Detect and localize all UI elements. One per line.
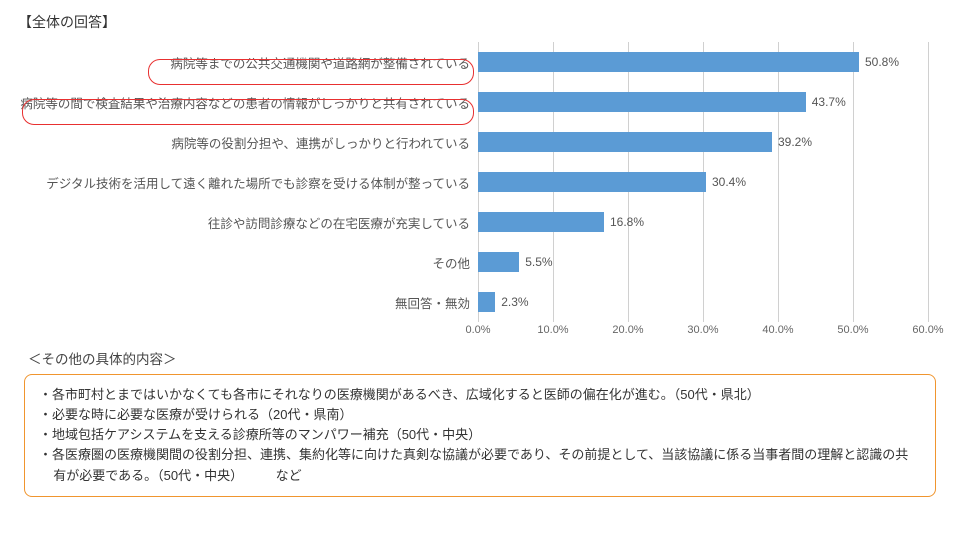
notes-box: ・各市町村とまではいかなくても各市にそれなりの医療機関があるべき、広域化すると医…: [24, 374, 936, 497]
chart-row: デジタル技術を活用して遠く離れた場所でも診察を受ける体制が整っている 30.4%: [18, 162, 942, 202]
bar-value: 16.8%: [610, 212, 644, 232]
x-tick: 60.0%: [912, 324, 943, 336]
bar-label: 病院等までの公共交通機関や道路網が整備されている: [18, 53, 478, 72]
note-line: ・各医療圏の医療機関間の役割分担、連携、集約化等に向けた真剣な協議が必要であり、…: [39, 445, 921, 485]
chart-x-axis: 0.0%10.0%20.0%30.0%40.0%50.0%60.0%: [478, 322, 928, 342]
bar-label: 往診や訪問診療などの在宅医療が充実している: [18, 213, 478, 232]
x-tick: 50.0%: [837, 324, 868, 336]
chart-row: 病院等の間で検査結果や治療内容などの患者の情報がしっかりと共有されている 43.7…: [18, 82, 942, 122]
bar-value: 43.7%: [812, 92, 846, 112]
bar-value: 50.8%: [865, 52, 899, 72]
page-title: 【全体の回答】: [18, 12, 942, 32]
bar-value: 39.2%: [778, 132, 812, 152]
bar: [478, 172, 706, 192]
note-line: ・各市町村とまではいかなくても各市にそれなりの医療機関があるべき、広域化すると医…: [39, 385, 921, 405]
bar-plot: 30.4%: [478, 162, 928, 202]
x-tick: 0.0%: [465, 324, 490, 336]
bar: [478, 52, 859, 72]
highlight-outline: [148, 59, 474, 85]
bar-label: 病院等の役割分担や、連携がしっかりと行われている: [18, 133, 478, 152]
x-tick: 10.0%: [537, 324, 568, 336]
notes-subhead: ＜その他の具体的内容＞: [28, 348, 942, 368]
bar: [478, 292, 495, 312]
chart-row: 病院等までの公共交通機関や道路網が整備されている 50.8%: [18, 42, 942, 82]
highlight-outline: [22, 99, 474, 125]
bar: [478, 132, 772, 152]
bar-plot: 16.8%: [478, 202, 928, 242]
bar-value: 2.3%: [501, 292, 528, 312]
bar-plot: 50.8%: [478, 42, 928, 82]
chart-row: 往診や訪問診療などの在宅医療が充実している 16.8%: [18, 202, 942, 242]
chart-row: 病院等の役割分担や、連携がしっかりと行われている 39.2%: [18, 122, 942, 162]
bar-plot: 5.5%: [478, 242, 928, 282]
x-tick: 20.0%: [612, 324, 643, 336]
note-line: ・地域包括ケアシステムを支える診療所等のマンパワー補充（50代・中央）: [39, 425, 921, 445]
chart-row: その他 5.5%: [18, 242, 942, 282]
chart: 病院等までの公共交通機関や道路網が整備されている 50.8% 病院等の間で検査結果や…: [18, 42, 942, 342]
note-line: ・必要な時に必要な医療が受けられる（20代・県南）: [39, 405, 921, 425]
bar: [478, 92, 806, 112]
bar-plot: 2.3%: [478, 282, 928, 322]
bar-value: 5.5%: [525, 252, 552, 272]
bar-label: 無回答・無効: [18, 293, 478, 312]
bar-label: デジタル技術を活用して遠く離れた場所でも診察を受ける体制が整っている: [18, 173, 478, 192]
bar-label: 病院等の間で検査結果や治療内容などの患者の情報がしっかりと共有されている: [18, 93, 478, 112]
x-tick: 40.0%: [762, 324, 793, 336]
x-tick: 30.0%: [687, 324, 718, 336]
bar-value: 30.4%: [712, 172, 746, 192]
chart-row: 無回答・無効 2.3%: [18, 282, 942, 322]
bar-plot: 39.2%: [478, 122, 928, 162]
bar-plot: 43.7%: [478, 82, 928, 122]
bar: [478, 212, 604, 232]
bar: [478, 252, 519, 272]
bar-label: その他: [18, 253, 478, 272]
chart-rows: 病院等までの公共交通機関や道路網が整備されている 50.8% 病院等の間で検査結果や…: [18, 42, 942, 322]
